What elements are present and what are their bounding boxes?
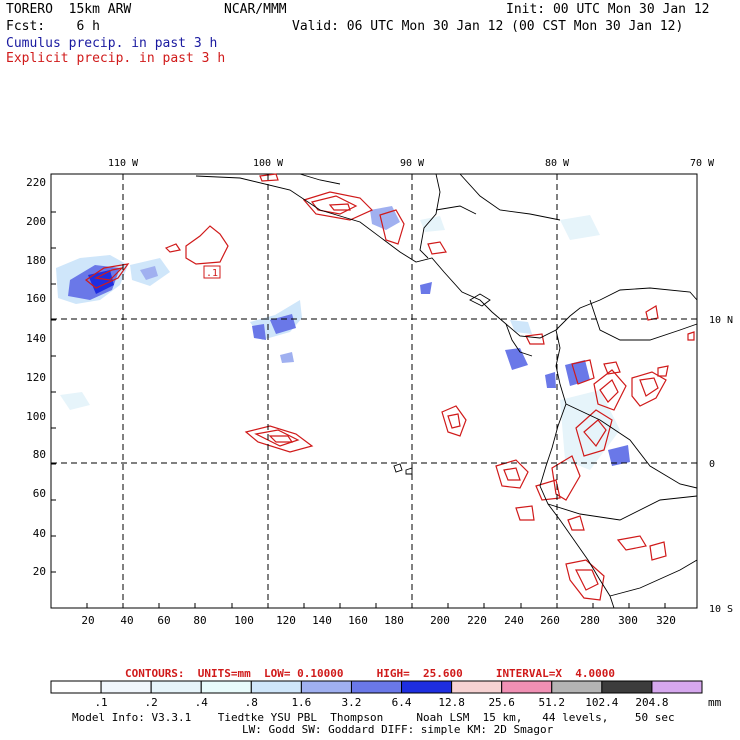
x-tick-label: 280 <box>580 614 600 627</box>
y-tick-label: 220 <box>26 176 46 189</box>
lon-label: 80 W <box>545 158 570 169</box>
forecast-hour: Fcst: 6 h <box>6 19 100 34</box>
colorbar-swatch <box>150 680 202 694</box>
cumulus-precip-shading <box>56 206 630 470</box>
colorbar-swatch <box>601 680 653 694</box>
valid-time: Valid: 06 UTC Mon 30 Jan 12 (00 CST Mon … <box>292 19 684 34</box>
x-axis: 20 40 60 80 100 120 140 160 180 200 220 … <box>81 603 676 627</box>
y-tick-label: 80 <box>33 448 46 461</box>
colorbar-units: mm <box>708 696 722 709</box>
x-tick-label: 120 <box>276 614 296 627</box>
y-tick-label: 60 <box>33 487 46 500</box>
field-cumulus-label: Cumulus precip. in past 3 h <box>6 36 218 51</box>
latlon-grid <box>51 174 697 608</box>
colorbar-swatch <box>300 680 352 694</box>
x-tick-label: 320 <box>656 614 676 627</box>
x-tick-label: 140 <box>312 614 332 627</box>
y-tick-label: 200 <box>26 215 46 228</box>
contour-label-box: .1 <box>203 265 221 279</box>
colorbar-swatch <box>250 680 302 694</box>
colorbar-label: 3.2 <box>341 696 362 709</box>
organization: NCAR/MMM <box>224 2 287 17</box>
x-tick-label: 180 <box>384 614 404 627</box>
colorbar-label: 1.6 <box>291 696 312 709</box>
coastlines <box>195 173 698 609</box>
explicit-precip-contours <box>84 173 695 601</box>
lon-label: 100 W <box>253 158 284 169</box>
colorbar-label: 51.2 <box>538 696 566 709</box>
x-tick-label: 260 <box>540 614 560 627</box>
longitude-labels: 110 W 100 W 90 W 80 W 70 W <box>108 158 715 169</box>
colorbar-swatch <box>50 680 102 694</box>
lon-label: 90 W <box>400 158 425 169</box>
contours-caption: CONTOURS: UNITS=mm LOW= 0.10000 HIGH= 25… <box>124 667 616 680</box>
x-tick-label: 240 <box>504 614 524 627</box>
model-name: TORERO 15km ARW <box>6 2 132 17</box>
latitude-labels: 10 N 0 10 S <box>709 315 733 615</box>
x-tick-label: 160 <box>348 614 368 627</box>
lat-label: 10 N <box>709 315 733 326</box>
colorbar-swatch <box>350 680 403 694</box>
field-explicit-label: Explicit precip. in past 3 h <box>6 51 226 66</box>
y-axis: 20 40 60 80 100 120 140 160 180 200 220 <box>26 176 56 578</box>
physics-info-line: LW: Godd SW: Goddard DIFF: simple KM: 2D… <box>242 723 554 736</box>
model-info-line: Model Info: V3.3.1 Tiedtke YSU PBL Thomp… <box>72 711 675 724</box>
colorbar-label: 6.4 <box>391 696 412 709</box>
x-tick-label: 200 <box>430 614 450 627</box>
lat-label: 10 S <box>709 604 733 615</box>
lon-label: 110 W <box>108 158 139 169</box>
y-tick-label: 180 <box>26 254 46 267</box>
lat-label: 0 <box>709 459 715 470</box>
colorbar-label: 102.4 <box>585 696 619 709</box>
lon-label: 70 W <box>690 158 715 169</box>
colorbar-label: .1 <box>94 696 108 709</box>
contour-label: .1 <box>206 268 218 279</box>
y-tick-label: 120 <box>26 371 46 384</box>
x-tick-label: 20 <box>81 614 94 627</box>
y-tick-label: 20 <box>33 565 46 578</box>
colorbar-swatch <box>451 680 503 694</box>
init-time: Init: 00 UTC Mon 30 Jan 12 <box>506 2 710 17</box>
colorbar-label: .8 <box>244 696 258 709</box>
x-tick-label: 60 <box>157 614 170 627</box>
colorbar-label: 204.8 <box>635 696 669 709</box>
map-frame <box>50 173 698 609</box>
colorbar-swatch <box>501 680 553 694</box>
y-tick-label: 140 <box>26 332 46 345</box>
y-tick-label: 100 <box>26 410 46 423</box>
colorbar <box>50 680 703 694</box>
x-tick-label: 300 <box>618 614 638 627</box>
colorbar-label: 25.6 <box>488 696 515 709</box>
colorbar-swatch <box>651 680 703 694</box>
colorbar-label: 12.8 <box>438 696 465 709</box>
colorbar-label: .4 <box>194 696 208 709</box>
y-tick-label: 160 <box>26 292 46 305</box>
x-tick-label: 220 <box>467 614 487 627</box>
colorbar-swatch <box>401 680 453 694</box>
y-tick-label: 40 <box>33 527 46 540</box>
x-tick-label: 100 <box>234 614 254 627</box>
colorbar-swatch <box>200 680 252 694</box>
x-tick-label: 40 <box>120 614 133 627</box>
x-tick-label: 80 <box>193 614 206 627</box>
colorbar-swatch <box>100 680 152 694</box>
colorbar-label: .2 <box>144 696 158 709</box>
colorbar-swatch <box>551 680 603 694</box>
